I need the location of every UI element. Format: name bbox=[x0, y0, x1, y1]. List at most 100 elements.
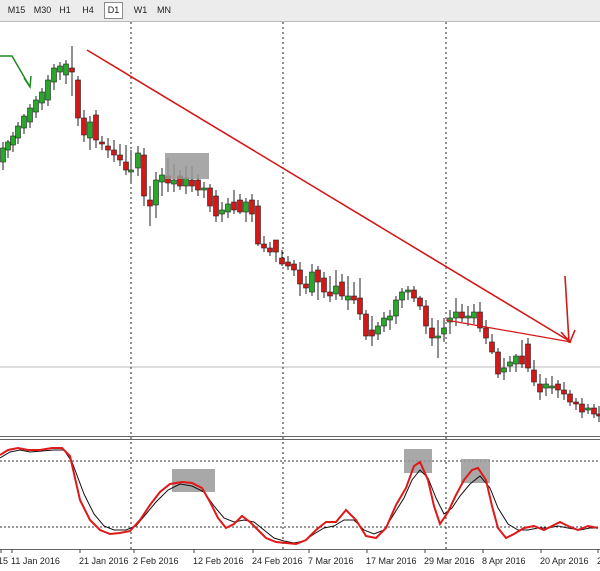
bear-candle bbox=[105, 145, 111, 151]
bull-candle bbox=[345, 295, 351, 301]
time-tick-label: 21 Jan 2016 bbox=[79, 556, 129, 566]
bear-candle bbox=[483, 327, 489, 339]
bear-candle bbox=[327, 291, 333, 297]
bull-candle bbox=[225, 203, 231, 213]
green-arrow bbox=[0, 55, 31, 88]
bear-candle bbox=[339, 281, 345, 297]
bull-candle bbox=[135, 152, 141, 169]
red-arrow bbox=[564, 275, 571, 343]
bear-candle bbox=[423, 305, 429, 327]
bear-candle bbox=[99, 141, 105, 145]
bear-candle bbox=[261, 243, 267, 249]
bull-candle bbox=[171, 179, 177, 185]
trendline bbox=[86, 49, 572, 343]
bull-candle bbox=[159, 174, 165, 183]
drawing-objects bbox=[0, 49, 576, 492]
bull-candle bbox=[399, 291, 405, 301]
bull-candle bbox=[453, 311, 459, 319]
timeframe-mn-button[interactable]: MN bbox=[157, 5, 171, 15]
bear-candle bbox=[429, 327, 435, 339]
red-arrow-head bbox=[560, 329, 576, 344]
time-tick-label: 11 Jan 2016 bbox=[11, 556, 60, 566]
stochastic-signal-line bbox=[0, 449, 598, 544]
bear-candle bbox=[267, 247, 273, 253]
bull-candle bbox=[543, 383, 549, 389]
bull-candle bbox=[393, 299, 399, 317]
bull-candle bbox=[153, 179, 159, 206]
bear-candle bbox=[591, 407, 597, 415]
stochastic-panel bbox=[0, 446, 599, 546]
bull-candle bbox=[39, 91, 45, 104]
bull-candle bbox=[63, 63, 69, 76]
bear-candle bbox=[123, 161, 129, 171]
bear-candle bbox=[573, 401, 579, 405]
bear-candle bbox=[477, 311, 483, 329]
price-chart[interactable]: 15 11 Jan 2016 21 Jan 2016 2 Feb 2016 12 Feb… bbox=[0, 22, 600, 571]
bear-candle bbox=[561, 389, 567, 395]
highlight-box bbox=[404, 449, 432, 473]
candles bbox=[0, 46, 600, 422]
bear-candle bbox=[213, 195, 219, 217]
bull-candle bbox=[381, 317, 387, 327]
bull-candle bbox=[405, 289, 411, 293]
timeframe-toolbar: M15 M30 H1 H4 D1 W1 MN bbox=[0, 0, 600, 22]
bear-candle bbox=[75, 79, 81, 119]
bear-candle bbox=[111, 149, 117, 156]
bear-candle bbox=[291, 263, 297, 271]
bull-candle bbox=[45, 79, 51, 101]
bull-candle bbox=[128, 169, 134, 173]
bear-candle bbox=[249, 199, 255, 215]
time-tick-label: 15 bbox=[0, 556, 8, 566]
timeframe-d1-button[interactable]: D1 bbox=[104, 2, 123, 19]
bear-candle bbox=[207, 187, 213, 207]
bear-candle bbox=[525, 343, 531, 369]
time-tick-label: 8 Apr 2016 bbox=[482, 556, 526, 566]
bull-candle bbox=[27, 107, 33, 123]
bear-candle bbox=[69, 67, 75, 73]
bear-candle bbox=[279, 257, 285, 265]
bear-candle bbox=[195, 179, 201, 191]
timeframe-w1-button[interactable]: W1 bbox=[133, 5, 148, 15]
bear-candle bbox=[81, 117, 87, 136]
bear-candle bbox=[147, 199, 153, 207]
highlight-box bbox=[165, 153, 209, 179]
bull-candle bbox=[375, 325, 381, 335]
time-tick-label: 2 Feb 2016 bbox=[133, 556, 179, 566]
bear-candle bbox=[255, 205, 261, 245]
timeframe-m15-button[interactable]: M15 bbox=[7, 5, 26, 15]
bear-candle bbox=[519, 355, 525, 365]
timeframe-h4-button[interactable]: H4 bbox=[82, 5, 94, 15]
bull-candle bbox=[201, 187, 207, 191]
bull-candle bbox=[219, 209, 225, 215]
time-tick-label: 2 bbox=[597, 556, 600, 566]
bear-candle bbox=[237, 199, 243, 213]
highlight-box bbox=[172, 469, 215, 492]
bear-candle bbox=[285, 261, 291, 267]
trendline-short bbox=[445, 319, 572, 343]
bull-candle bbox=[309, 271, 315, 293]
bear-candle bbox=[93, 114, 99, 141]
bear-candle bbox=[417, 297, 423, 307]
bull-candle bbox=[183, 177, 189, 187]
bear-candle bbox=[567, 393, 573, 403]
bull-candle bbox=[243, 201, 249, 213]
bull-candle bbox=[435, 335, 441, 339]
green-arrow-head bbox=[23, 75, 32, 90]
bear-candle bbox=[351, 295, 357, 301]
bear-candle bbox=[459, 311, 465, 319]
timeframe-h1-button[interactable]: H1 bbox=[59, 5, 71, 15]
bear-candle bbox=[141, 154, 147, 197]
timeframe-m30-button[interactable]: M30 bbox=[33, 5, 52, 15]
bull-candle bbox=[0, 147, 6, 163]
time-axis: 15 11 Jan 2016 21 Jan 2016 2 Feb 2016 12 Feb… bbox=[0, 549, 600, 566]
bull-candle bbox=[585, 407, 591, 411]
bear-candle bbox=[495, 351, 501, 375]
bear-candle bbox=[531, 369, 537, 383]
bear-candle bbox=[303, 283, 309, 289]
bear-candle bbox=[297, 269, 303, 285]
bull-candle bbox=[15, 125, 21, 139]
bull-candle bbox=[441, 327, 447, 335]
bull-candle bbox=[21, 115, 27, 129]
bull-candle bbox=[87, 121, 93, 139]
bull-candle bbox=[507, 361, 513, 367]
